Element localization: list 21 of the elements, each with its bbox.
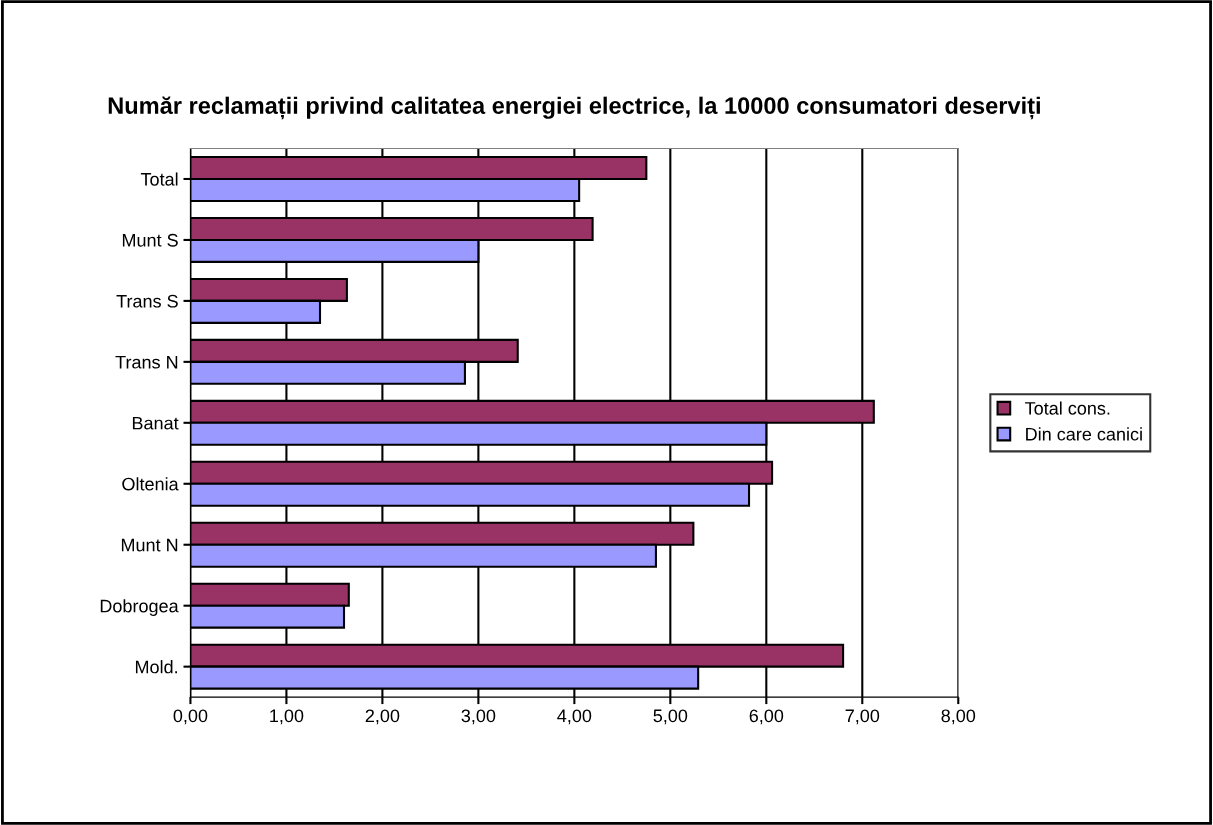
x-tick-label: 7,00 bbox=[845, 709, 880, 725]
x-tick-label: 2,00 bbox=[365, 709, 400, 725]
y-tick-label: Mold. bbox=[135, 660, 177, 674]
y-tick-label: Dobrogea bbox=[100, 599, 179, 616]
y-tick-label: Munt N bbox=[121, 538, 178, 552]
y-tick-label: Munt S bbox=[122, 233, 178, 247]
x-tick-label: 6,00 bbox=[749, 709, 784, 725]
y-tick-label: Total bbox=[140, 172, 178, 186]
x-tick-label: 1,00 bbox=[270, 709, 304, 725]
x-tick-label: 5,00 bbox=[653, 709, 688, 725]
y-tick-label: Trans S bbox=[116, 294, 178, 308]
y-tick-label: Oltenia bbox=[122, 477, 179, 491]
chart-title: Număr reclamații privind calitatea energiei electrice, la 10000 consumatori deserviți bbox=[108, 96, 1040, 120]
x-tick-label: 8,00 bbox=[941, 709, 976, 725]
y-tick-label: Trans N bbox=[115, 355, 178, 369]
legend-label: Din care canici bbox=[1026, 427, 1142, 441]
x-tick-label: 4,00 bbox=[557, 709, 592, 725]
legend-label: Total cons. bbox=[1025, 401, 1110, 415]
x-tick-label: 3,00 bbox=[461, 709, 496, 725]
y-tick-label: Banat bbox=[132, 416, 179, 430]
x-tick-label: 0,00 bbox=[173, 709, 208, 725]
